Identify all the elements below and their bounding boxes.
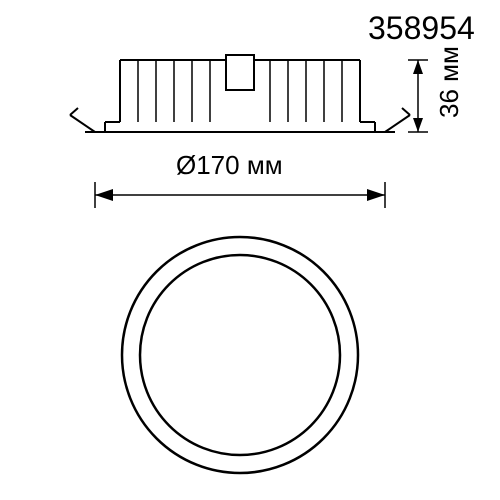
height-label: 36 мм [434, 46, 465, 118]
diameter-dimension [95, 182, 385, 208]
top-view [122, 237, 358, 473]
dimensional-drawing [0, 0, 500, 500]
product-code: 358954 [368, 10, 475, 47]
height-dimension [408, 60, 428, 132]
side-elevation [70, 55, 410, 132]
diameter-label: Ø170 мм [176, 150, 283, 181]
